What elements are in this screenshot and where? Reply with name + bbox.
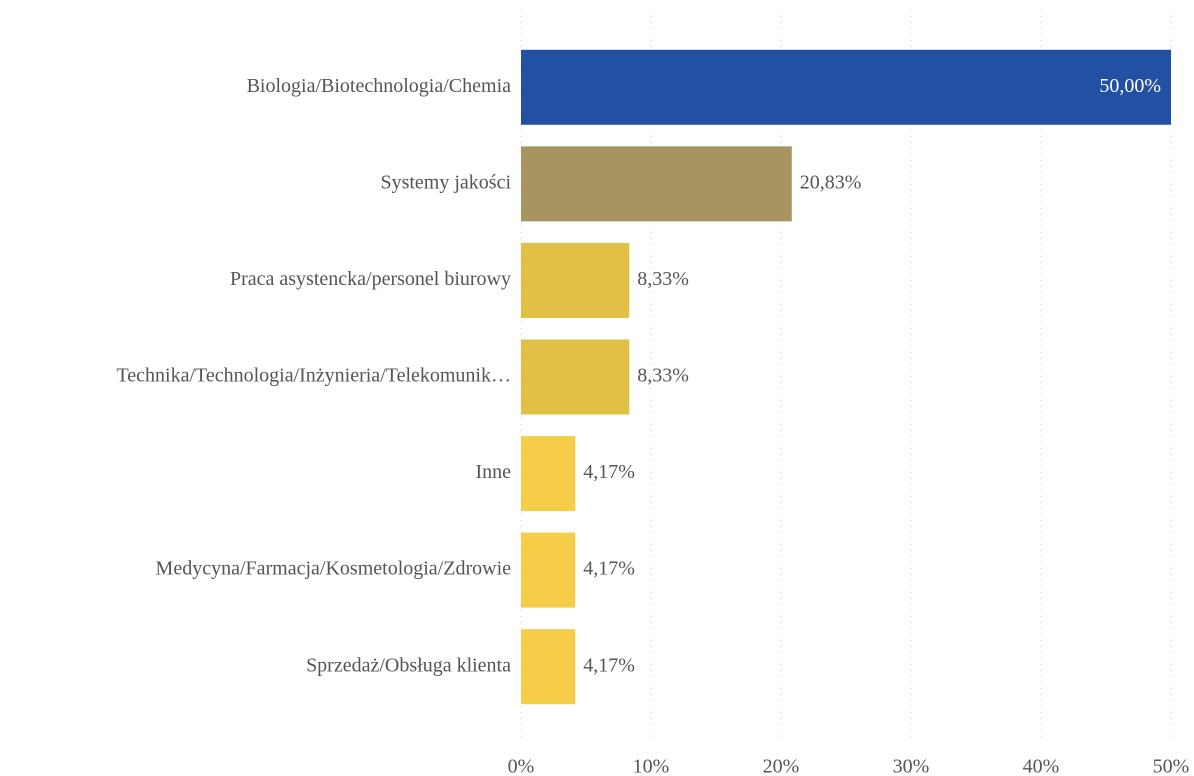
y-tick-label: Praca asystencka/personel biurowy bbox=[230, 268, 511, 290]
value-label: 8,33% bbox=[637, 365, 689, 387]
value-label: 4,17% bbox=[583, 654, 635, 676]
x-tick-label: 10% bbox=[633, 756, 670, 776]
x-tick-label: 50% bbox=[1153, 756, 1190, 776]
y-tick-label: Medycyna/Farmacja/Kosmetologia/Zdrowie bbox=[156, 558, 512, 580]
bar bbox=[521, 532, 576, 608]
x-tick-label: 30% bbox=[893, 756, 930, 776]
value-label: 4,17% bbox=[583, 558, 635, 580]
bar bbox=[521, 629, 576, 705]
y-tick-label: Sprzedaż/Obsługa klienta bbox=[306, 654, 511, 676]
value-label: 20,83% bbox=[800, 171, 862, 193]
y-tick-label: Inne bbox=[475, 461, 511, 483]
y-tick-label: Systemy jakości bbox=[380, 171, 511, 193]
x-tick-label: 40% bbox=[1023, 756, 1060, 776]
x-tick-label: 0% bbox=[508, 756, 535, 776]
bar bbox=[521, 146, 792, 222]
bar bbox=[521, 49, 1171, 125]
bar bbox=[521, 436, 576, 512]
y-tick-label: Technika/Technologia/Inżynieria/Telekomu… bbox=[116, 365, 511, 387]
bar bbox=[521, 339, 630, 415]
x-tick-label: 20% bbox=[763, 756, 800, 776]
value-label: 50,00% bbox=[1099, 75, 1161, 97]
bar bbox=[521, 242, 630, 318]
y-tick-label: Biologia/Biotechnologia/Chemia bbox=[247, 75, 512, 97]
value-label: 4,17% bbox=[583, 461, 635, 483]
value-label: 8,33% bbox=[637, 268, 689, 290]
